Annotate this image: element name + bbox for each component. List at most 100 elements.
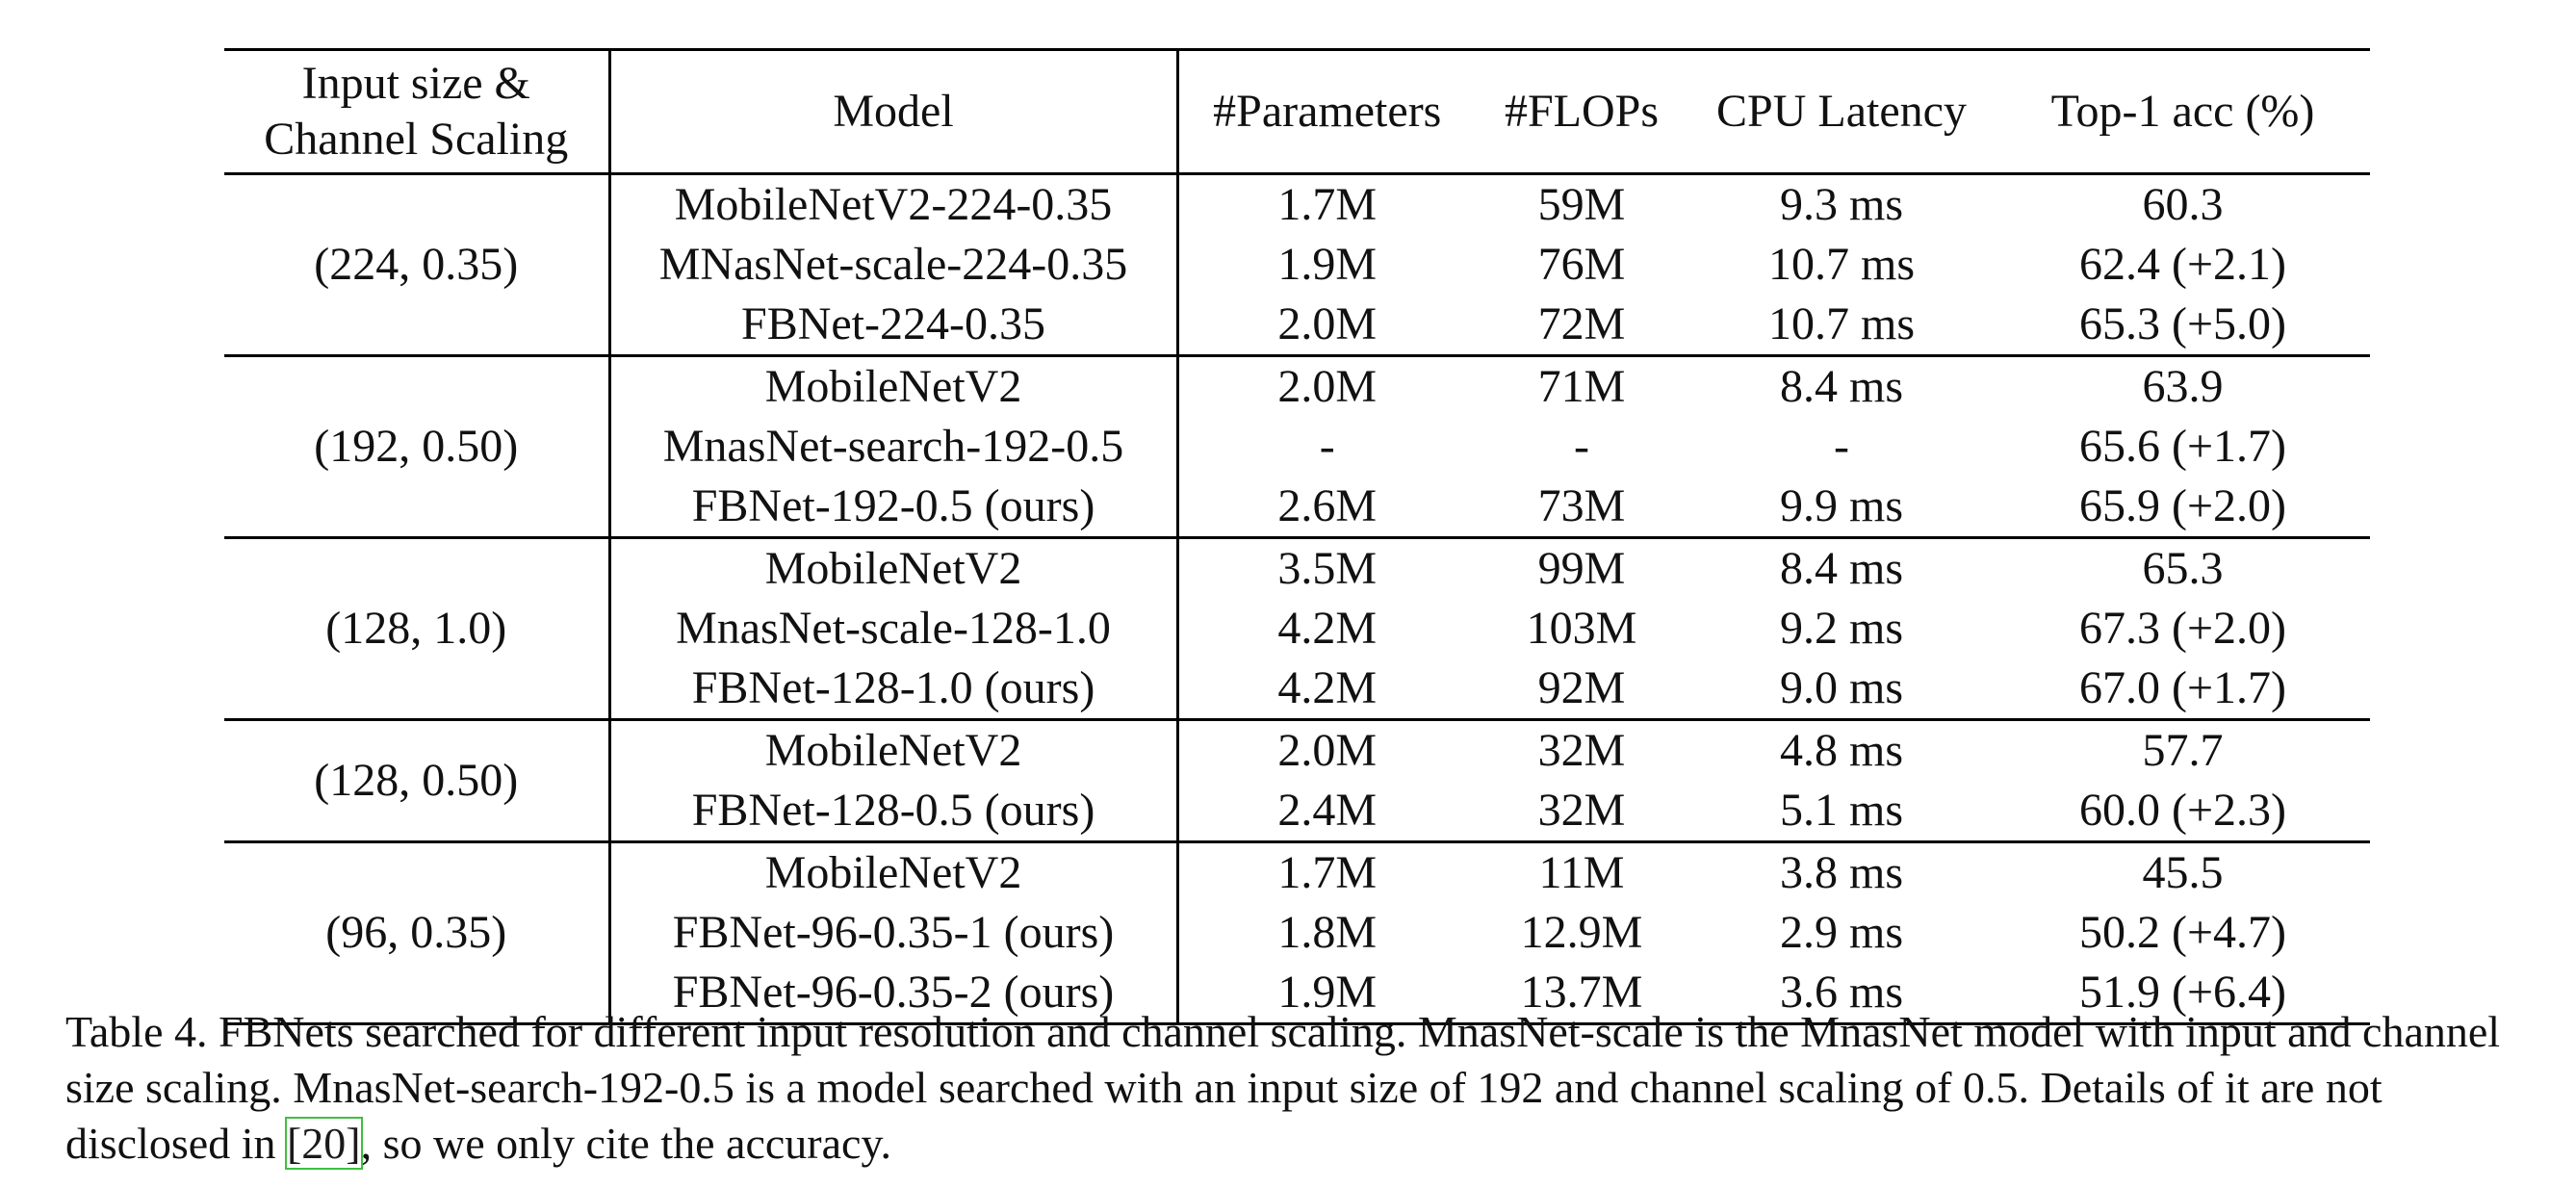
cell-flops: 59M [1537,179,1626,230]
table-group: (96, 0.35) MobileNetV2 1.7M 11M 3.8 ms 4… [224,841,2370,1024]
cell-model: MnasNet-scale-128-1.0 [609,599,1179,659]
cell-flops: 32M [1537,725,1626,776]
cell-params: 1.9M [1277,967,1378,1018]
cell-latency: 9.3 ms [1779,179,1903,230]
caption-line-3-start: disclosed in [65,1119,287,1168]
cell-flops: 13.7M [1520,967,1643,1018]
cell-model: FBNet-128-1.0 (ours) [609,659,1179,720]
cell-params: 2.4M [1277,785,1378,836]
cell-model: MobileNetV2 [609,355,1179,417]
cell-model: FBNet-96-0.35-2 (ours) [609,963,1179,1024]
cell-flops: 32M [1537,785,1626,836]
cell-latency: 4.8 ms [1779,725,1903,776]
table-row: MnasNet-scale-128-1.0 4.2M 103M 9.2 ms 6… [224,599,2370,659]
header-input-size-line1: Input size & [301,58,530,109]
cell-params: 2.0M [1277,361,1378,412]
table-row: FBNet-192-0.5 (ours) 2.6M 73M 9.9 ms 65.… [224,477,2370,538]
citation-link[interactable]: [20] [284,1117,363,1170]
cell-params: 1.7M [1277,847,1378,898]
header-model: Model [609,49,1179,174]
table-row: FBNet-224-0.35 2.0M 72M 10.7 ms 65.3 (+5… [224,295,2370,356]
cell-flops: 103M [1526,603,1637,654]
cell-model: MobileNetV2-224-0.35 [609,173,1179,235]
cell-params: 2.6M [1277,480,1378,531]
caption-line-1: Table 4. FBNets searched for different i… [65,1007,2501,1056]
cell-acc: 65.9 (+2.0) [2078,480,2287,531]
cell-acc: 50.2 (+4.7) [2078,907,2287,958]
table-caption: Table 4. FBNets searched for different i… [65,1004,2535,1172]
cell-model: MobileNetV2 [609,841,1179,903]
cell-latency: - [1834,421,1849,472]
cell-latency: 3.8 ms [1779,847,1903,898]
table-row: FBNet-128-0.5 (ours) 2.4M 32M 5.1 ms 60.… [224,781,2370,842]
cell-latency: 2.9 ms [1779,907,1903,958]
group-label: (192, 0.50) [224,355,611,538]
cell-acc: 51.9 (+6.4) [2078,967,2287,1018]
cell-params: 3.5M [1277,543,1378,594]
cell-params: 1.8M [1277,907,1378,958]
cell-latency: 9.9 ms [1779,480,1903,531]
table-row: FBNet-96-0.35-1 (ours) 1.8M 12.9M 2.9 ms… [224,903,2370,963]
caption-line-3-end: , so we only cite the accuracy. [360,1119,891,1168]
header-flops: #FLOPs [1504,86,1660,137]
cell-model: FBNet-128-0.5 (ours) [609,781,1179,842]
group-label: (96, 0.35) [224,841,611,1024]
table-row: (96, 0.35) MobileNetV2 1.7M 11M 3.8 ms 4… [224,841,2370,1024]
group-label: (128, 1.0) [224,537,611,720]
cell-flops: 92M [1537,662,1626,713]
cell-acc: 57.7 [2142,725,2224,776]
cell-latency: 10.7 ms [1767,298,1915,349]
cell-model: MobileNetV2 [609,719,1179,781]
table-group: (224, 0.35) MobileNetV2-224-0.35 1.7M 59… [224,173,2370,356]
cell-acc: 65.6 (+1.7) [2078,421,2287,472]
cell-model: FBNet-192-0.5 (ours) [609,477,1179,538]
cell-model: FBNet-96-0.35-1 (ours) [609,903,1179,963]
table-row: (224, 0.35) MobileNetV2-224-0.35 1.7M 59… [224,173,2370,356]
cell-model: MnasNet-search-192-0.5 [609,417,1179,477]
cell-acc: 67.3 (+2.0) [2078,603,2287,654]
cell-model: MNasNet-scale-224-0.35 [609,235,1179,295]
cell-params: 1.7M [1277,179,1378,230]
header-input-size: Input size & Channel Scaling [224,49,611,174]
results-table: Input size & Channel Scaling Model #Para… [224,48,2370,1025]
cell-params: 2.0M [1277,725,1378,776]
cell-flops: 99M [1537,543,1626,594]
table-row: (128, 0.50) MobileNetV2 2.0M 32M 4.8 ms … [224,719,2370,842]
caption-line-3: disclosed in [20], so we only cite the a… [65,1116,2535,1172]
cell-flops: 73M [1537,480,1626,531]
header-input-size-line2: Channel Scaling [264,114,569,165]
cell-acc: 67.0 (+1.7) [2078,662,2287,713]
cell-acc: 60.0 (+2.3) [2078,785,2287,836]
cell-flops: 76M [1537,239,1626,290]
cell-acc: 60.3 [2142,179,2224,230]
cell-acc: 63.9 [2142,361,2224,412]
group-label: (128, 0.50) [224,719,611,842]
cell-latency: 9.2 ms [1779,603,1903,654]
table-group: (128, 0.50) MobileNetV2 2.0M 32M 4.8 ms … [224,719,2370,842]
table-row: MNasNet-scale-224-0.35 1.9M 76M 10.7 ms … [224,235,2370,295]
cell-acc: 65.3 [2142,543,2224,594]
cell-params: 4.2M [1277,603,1378,654]
table-header: Input size & Channel Scaling Model #Para… [224,49,2370,174]
header-parameters: #Parameters [1213,86,1442,137]
cell-latency: 10.7 ms [1767,239,1915,290]
results-table-container: Input size & Channel Scaling Model #Para… [224,48,2370,1025]
cell-params: 4.2M [1277,662,1378,713]
cell-latency: 8.4 ms [1779,361,1903,412]
table-row: (192, 0.50) MobileNetV2 2.0M 71M 8.4 ms … [224,355,2370,538]
cell-latency: 8.4 ms [1779,543,1903,594]
cell-model: MobileNetV2 [609,537,1179,599]
table-row: MnasNet-search-192-0.5 - - - 65.6 (+1.7) [224,417,2370,477]
cell-latency: 3.6 ms [1779,967,1903,1018]
cell-acc: 62.4 (+2.1) [2078,239,2287,290]
cell-flops: - [1574,421,1589,472]
caption-line-2: size scaling. MnasNet-search-192-0.5 is … [65,1063,2383,1112]
cell-latency: 5.1 ms [1779,785,1903,836]
table-group: (128, 1.0) MobileNetV2 3.5M 99M 8.4 ms 6… [224,537,2370,720]
cell-flops: 72M [1537,298,1626,349]
cell-params: - [1319,421,1335,472]
table-row: FBNet-128-1.0 (ours) 4.2M 92M 9.0 ms 67.… [224,659,2370,720]
cell-acc: 65.3 (+5.0) [2078,298,2287,349]
cell-model: FBNet-224-0.35 [609,295,1179,356]
table-row: (128, 1.0) MobileNetV2 3.5M 99M 8.4 ms 6… [224,537,2370,720]
